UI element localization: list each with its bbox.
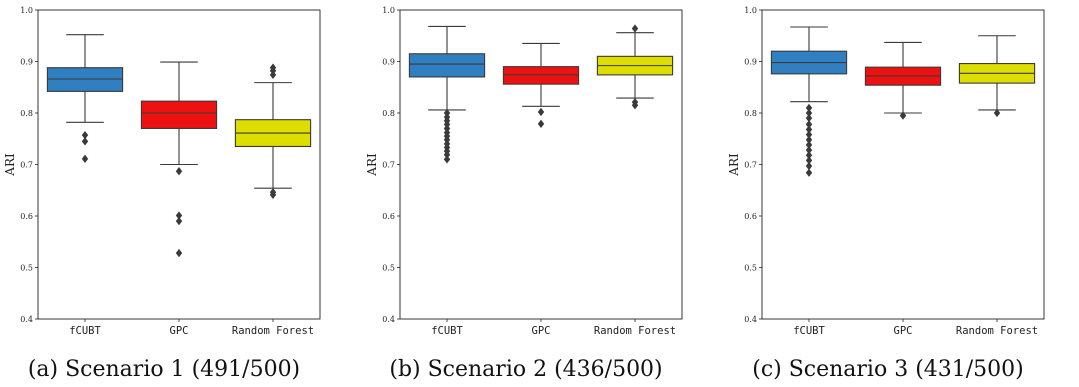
flier-point bbox=[537, 119, 545, 128]
flier-point bbox=[899, 111, 907, 120]
flier-point bbox=[81, 130, 89, 140]
flier-point bbox=[175, 216, 183, 226]
y-tick-label: 0.7 bbox=[20, 161, 33, 170]
y-tick-label: 0.6 bbox=[382, 212, 395, 221]
panel-caption: (c) Scenario 3 (431/500) bbox=[752, 357, 1024, 382]
x-tick-label: fCUBT bbox=[793, 325, 825, 337]
y-tick-label: 0.4 bbox=[382, 315, 395, 324]
y-tick-label: 0.9 bbox=[382, 58, 395, 67]
flier-point bbox=[175, 167, 183, 176]
y-tick-label: 0.4 bbox=[20, 315, 33, 324]
y-axis-label: ARI bbox=[3, 153, 17, 177]
y-axis-label: ARI bbox=[365, 153, 379, 177]
flier-point bbox=[537, 107, 545, 117]
box-fcubt bbox=[770, 26, 848, 177]
x-tick-label: fCUBT bbox=[69, 325, 101, 337]
y-axis-label: ARI bbox=[727, 153, 741, 177]
flier-point bbox=[175, 248, 183, 258]
y-tick-label: 1.0 bbox=[382, 6, 395, 15]
flier-point bbox=[805, 140, 813, 150]
flier-point bbox=[993, 108, 1001, 118]
flier-point bbox=[805, 120, 813, 129]
flier-point bbox=[805, 145, 813, 155]
flier-point bbox=[805, 108, 813, 118]
y-tick-label: 1.0 bbox=[744, 6, 757, 15]
flier-point bbox=[631, 101, 639, 110]
flier-point bbox=[805, 125, 813, 134]
y-tick-label: 0.6 bbox=[744, 212, 757, 221]
y-tick-label: 0.7 bbox=[382, 161, 395, 170]
box-fcubt bbox=[408, 25, 486, 164]
box-gpc bbox=[502, 42, 580, 128]
x-tick-label: GPC bbox=[170, 325, 189, 337]
box-rf bbox=[958, 35, 1036, 118]
y-tick-label: 0.8 bbox=[744, 109, 757, 118]
box-fcubt bbox=[46, 34, 124, 163]
box-rf bbox=[596, 24, 674, 110]
y-tick-label: 1.0 bbox=[20, 6, 33, 15]
y-tick-label: 0.6 bbox=[20, 212, 33, 221]
flier-point bbox=[805, 103, 813, 113]
x-tick-label: GPC bbox=[894, 325, 913, 337]
flier-point bbox=[805, 113, 813, 123]
box-gpc bbox=[864, 41, 942, 120]
y-tick-label: 0.9 bbox=[744, 58, 757, 67]
chart-panel-3: 0.4 0.5 0.6 0.7 0.8 0.9 1.0 ARI fCUBT GPC Random F… bbox=[727, 6, 1045, 382]
x-tick-label: GPC bbox=[532, 325, 551, 337]
flier-point bbox=[175, 211, 183, 220]
y-tick-label: 0.5 bbox=[744, 264, 757, 273]
flier-point bbox=[443, 150, 451, 159]
flier-point bbox=[805, 151, 813, 160]
flier-point bbox=[805, 130, 813, 139]
y-tick-label: 0.5 bbox=[20, 264, 33, 273]
flier-point bbox=[805, 161, 813, 171]
panel-caption: (b) Scenario 2 (436/500) bbox=[389, 357, 662, 382]
flier-point bbox=[805, 135, 813, 144]
y-tick-label: 0.8 bbox=[20, 109, 33, 118]
flier-point bbox=[269, 190, 277, 200]
chart-panel-1: 0.4 0.5 0.6 0.7 0.8 0.9 1.0 ARI fCUBT GPC Random F… bbox=[3, 6, 321, 382]
flier-point bbox=[81, 137, 89, 146]
flier-point bbox=[805, 156, 813, 165]
flier-point bbox=[443, 155, 451, 164]
y-tick-label: 0.4 bbox=[744, 315, 757, 324]
box-rf bbox=[234, 63, 312, 200]
flier-point bbox=[269, 70, 277, 80]
y-tick-label: 0.7 bbox=[744, 161, 757, 170]
box-body bbox=[140, 100, 218, 129]
x-tick-label: fCUBT bbox=[431, 325, 463, 337]
y-tick-label: 0.9 bbox=[20, 58, 33, 67]
y-tick-label: 0.8 bbox=[382, 109, 395, 118]
chart-panel-2: 0.4 0.5 0.6 0.7 0.8 0.9 1.0 ARI fCUBT GPC Random F… bbox=[365, 6, 683, 382]
flier-point bbox=[631, 24, 639, 33]
flier-point bbox=[81, 154, 89, 163]
x-tick-label: Random Forest bbox=[594, 325, 676, 337]
box-body bbox=[408, 53, 486, 78]
x-tick-label: Random Forest bbox=[232, 325, 314, 337]
panel-caption: (a) Scenario 1 (491/500) bbox=[28, 357, 300, 382]
flier-point bbox=[805, 168, 813, 177]
box-gpc bbox=[140, 61, 218, 258]
x-tick-label: Random Forest bbox=[956, 325, 1038, 337]
y-tick-label: 0.5 bbox=[382, 264, 395, 273]
